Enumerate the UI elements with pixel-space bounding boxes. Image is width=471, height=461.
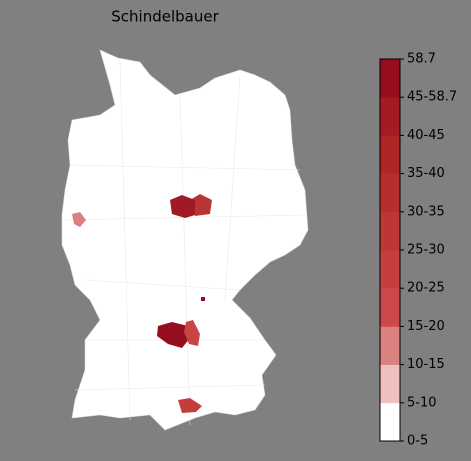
colorbar-bin	[380, 250, 400, 289]
region-highlight	[170, 195, 195, 218]
colorbar-label: 15-20	[407, 319, 445, 334]
colorbar-label: 58.7	[407, 52, 436, 67]
country-outline	[61, 49, 309, 431]
colorbar-bin	[380, 97, 400, 136]
colorbar-label: 10-15	[407, 357, 445, 372]
colorbar-label: 25-30	[407, 243, 445, 258]
colorbar-bin	[380, 135, 400, 174]
colorbar: 0-5 5-10 10-15 15-20 20-25 25-30 30-35 35-40 40-…	[379, 52, 457, 449]
map-title: Schindelbauer	[111, 8, 219, 26]
colorbar-label: 45-58.7	[407, 90, 457, 105]
region-highlight	[157, 322, 190, 348]
colorbar-bin	[380, 364, 400, 404]
colorbar-label: 30-35	[407, 204, 445, 219]
colorbar-label: 40-45	[407, 128, 445, 143]
colorbar-bin	[380, 211, 400, 251]
region-highlight	[190, 194, 212, 216]
region-highlight	[72, 212, 86, 227]
region-highlight	[178, 398, 202, 413]
region-highlight	[201, 297, 205, 301]
region-highlight	[184, 320, 200, 346]
colorbar-label: 0-5	[407, 434, 428, 449]
colorbar-bin	[380, 288, 400, 327]
colorbar-label: 5-10	[407, 395, 437, 410]
colorbar-bin	[380, 59, 400, 98]
colorbar-bin	[380, 402, 400, 442]
colorbar-bin	[380, 326, 400, 365]
colorbar-label: 35-40	[407, 166, 445, 181]
colorbar-label: 20-25	[407, 281, 445, 296]
colorbar-bin	[380, 173, 400, 213]
